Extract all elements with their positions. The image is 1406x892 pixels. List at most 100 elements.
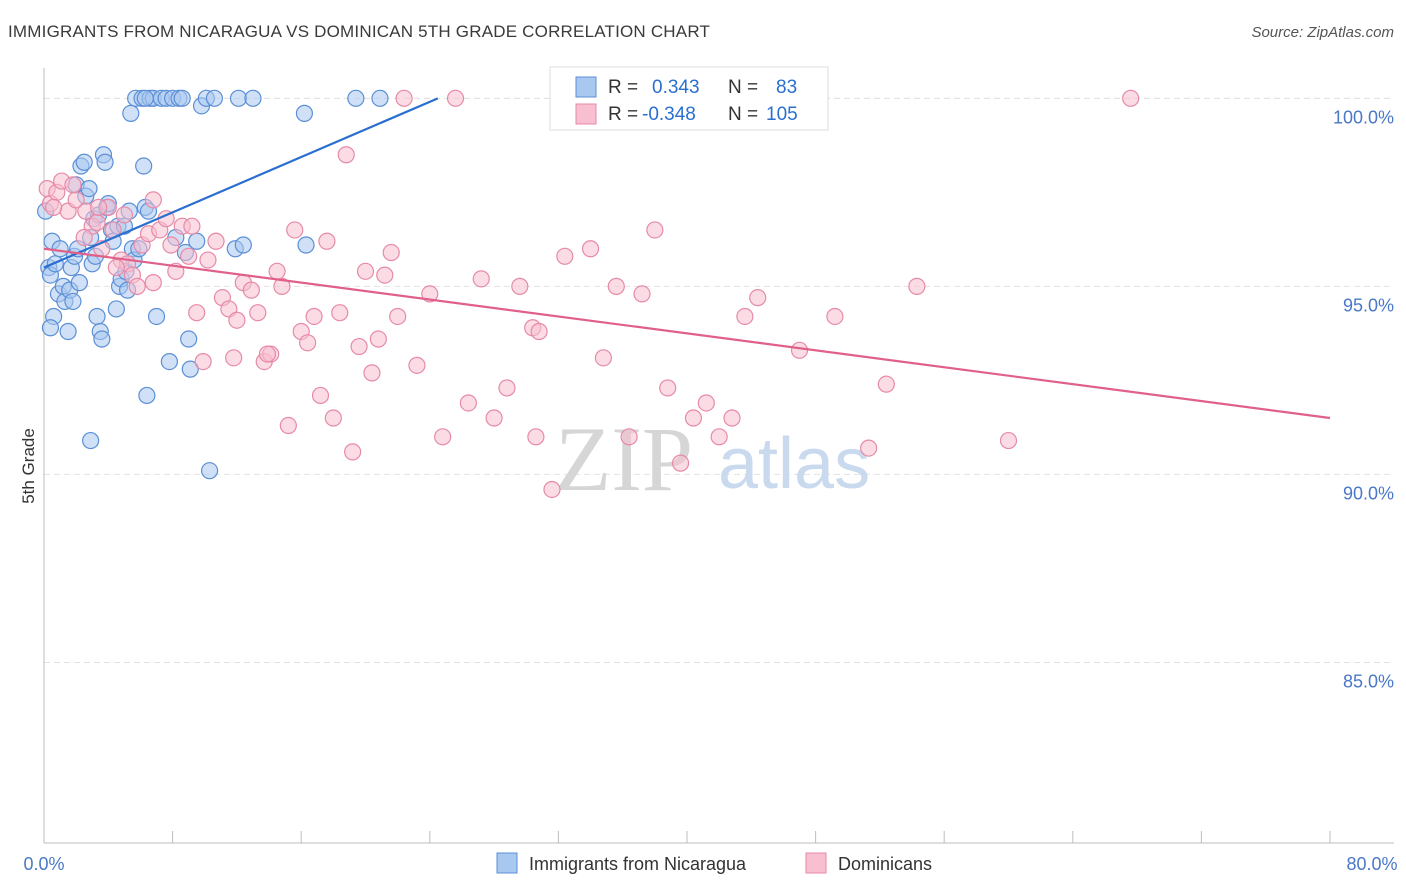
point-dominicans — [369, 330, 387, 348]
point-dominicans — [88, 213, 106, 232]
point-dominicans — [620, 428, 638, 446]
point-nicaragua — [295, 104, 314, 122]
point-nicaragua — [88, 307, 106, 326]
point-dominicans — [279, 416, 297, 435]
grid-lines — [44, 97, 1394, 663]
point-dominicans — [671, 454, 690, 472]
point-dominicans — [511, 277, 529, 295]
point-nicaragua — [59, 322, 77, 341]
point-nicaragua — [180, 330, 198, 348]
point-dominicans — [115, 206, 133, 224]
point-dominicans — [228, 311, 246, 329]
stats-box: R = 0.343 N = 83 R = -0.348 N = 105 — [549, 66, 829, 131]
point-nicaragua — [41, 319, 60, 337]
point-dominicans — [434, 428, 452, 446]
chart-source: Source: ZipAtlas.com — [1251, 24, 1394, 41]
point-dominicans — [180, 247, 198, 265]
point-dominicans — [144, 191, 162, 209]
point-nicaragua — [93, 330, 111, 348]
point-nicaragua — [200, 462, 219, 480]
point-nicaragua — [188, 232, 206, 250]
point-dominicans — [408, 356, 426, 374]
point-nicaragua — [135, 157, 153, 175]
legend-label-dominicans: Dominicans — [838, 854, 932, 874]
point-dominicans — [446, 89, 465, 107]
data-points — [37, 89, 1140, 499]
point-dominicans — [543, 480, 561, 499]
x-tick-label: 0.0% — [23, 854, 64, 874]
point-dominicans — [527, 428, 545, 446]
y-axis-label: 5th Grade — [19, 428, 38, 504]
point-dominicans — [633, 285, 651, 303]
point-dominicans — [305, 307, 323, 326]
point-dominicans — [1122, 89, 1140, 107]
point-dominicans — [45, 198, 63, 216]
watermark-atlas: atlas — [718, 424, 870, 504]
point-dominicans — [659, 379, 677, 397]
point-dominicans — [710, 428, 728, 446]
point-dominicans — [877, 375, 895, 393]
point-nicaragua — [64, 292, 82, 311]
point-dominicans — [350, 337, 368, 356]
point-dominicans — [376, 266, 394, 284]
watermark: ZIP atlas — [555, 408, 870, 510]
point-nicaragua — [96, 153, 114, 171]
stats-swatch-blue — [575, 76, 597, 98]
point-dominicans — [144, 274, 162, 292]
point-dominicans — [107, 258, 125, 277]
point-nicaragua — [107, 300, 125, 318]
point-dominicans — [273, 277, 291, 295]
stats-n-label-2: N = — [728, 104, 758, 125]
point-dominicans — [311, 386, 330, 405]
point-dominicans — [207, 232, 225, 250]
point-dominicans — [594, 349, 613, 367]
point-dominicans — [697, 394, 715, 412]
point-nicaragua — [244, 89, 262, 107]
point-dominicans — [485, 409, 503, 427]
point-dominicans — [162, 236, 180, 254]
point-nicaragua — [229, 89, 248, 107]
point-dominicans — [607, 277, 625, 295]
point-dominicans — [258, 345, 277, 363]
point-dominicans — [318, 232, 336, 250]
point-nicaragua — [371, 89, 389, 107]
point-nicaragua — [82, 431, 100, 450]
point-dominicans — [908, 277, 926, 295]
stats-n-label-1: N = — [728, 77, 758, 98]
point-dominicans — [268, 262, 286, 280]
tick-labels: 100.0% 95.0% 90.0% 85.0% 0.0% 80.0% — [23, 107, 1397, 874]
legend: Immigrants from Nicaragua Dominicans — [496, 852, 932, 874]
trend-line-nicaragua — [43, 97, 439, 269]
point-dominicans — [242, 281, 260, 299]
point-dominicans — [337, 146, 355, 164]
point-dominicans — [581, 240, 600, 258]
stats-n-value-2: 105 — [766, 104, 798, 125]
watermark-zip: ZIP — [555, 408, 693, 510]
point-dominicans — [64, 176, 82, 194]
point-dominicans — [646, 221, 664, 239]
point-dominicans — [90, 198, 108, 216]
point-dominicans — [790, 341, 809, 359]
point-dominicans — [421, 285, 439, 303]
point-nicaragua — [160, 352, 178, 371]
point-nicaragua — [347, 89, 365, 107]
point-dominicans — [684, 409, 703, 427]
point-dominicans — [395, 89, 413, 107]
legend-label-nicaragua: Immigrants from Nicaragua — [529, 854, 747, 874]
point-nicaragua — [205, 89, 223, 107]
y-tick-label: 85.0% — [1343, 671, 1394, 691]
y-tick-label: 100.0% — [1333, 107, 1394, 127]
point-dominicans — [199, 251, 217, 269]
point-dominicans — [344, 443, 362, 461]
point-dominicans — [225, 349, 243, 367]
point-dominicans — [75, 228, 93, 247]
trend-lines — [43, 97, 1331, 420]
point-dominicans — [389, 307, 407, 326]
legend-swatch-nicaragua — [496, 852, 518, 874]
point-dominicans — [324, 409, 342, 427]
point-nicaragua — [181, 360, 199, 378]
point-nicaragua — [136, 89, 154, 107]
point-dominicans — [723, 409, 741, 427]
point-dominicans — [188, 304, 206, 322]
